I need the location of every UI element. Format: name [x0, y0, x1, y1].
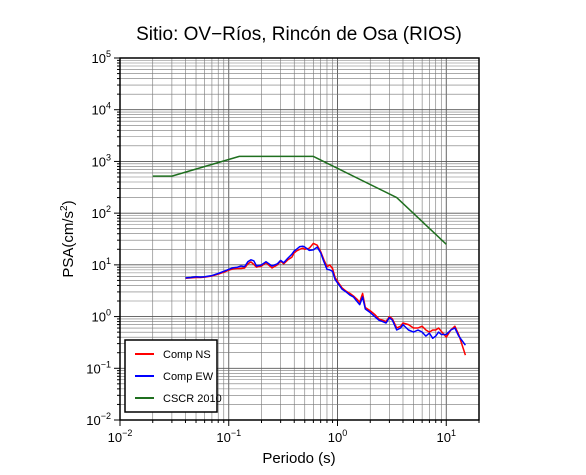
series-layer [152, 155, 467, 356]
x-tick-label: 100 [328, 428, 347, 445]
x-axis-label: Periodo (s) [262, 450, 335, 467]
legend-label-comp-ew: Comp EW [163, 371, 214, 383]
axis-ticks: 10−2 10−1 100 101 10−2 10−1 100 101 102 103 104 105 [86, 49, 480, 445]
series-line-comp-ns [185, 242, 467, 356]
series-line-comp-ew [185, 245, 467, 346]
x-tick-label: 101 [437, 428, 456, 445]
y-axis-label: PSA(cm/s2) [59, 200, 77, 277]
y-tick-label: 102 [92, 204, 111, 221]
legend: Comp NS Comp EW CSCR 2010 [124, 339, 222, 413]
series-line-cscr-2010 [152, 155, 447, 245]
y-tick-label: 100 [92, 308, 111, 325]
y-tick-label: 101 [92, 256, 111, 273]
legend-label-cscr-2010: CSCR 2010 [163, 393, 222, 405]
chart-title: Sitio: OV−Ríos, Rincón de Osa (RIOS) [136, 24, 462, 45]
y-tick-label: 104 [92, 101, 111, 118]
legend-label-comp-ns: Comp NS [163, 349, 211, 361]
plot-frame [119, 57, 480, 421]
x-tick-label: 10−2 [108, 428, 133, 445]
y-tick-label: 103 [92, 152, 111, 169]
y-tick-label: 10−1 [86, 359, 111, 376]
y-tick-label: 105 [92, 49, 111, 66]
plot-grid [119, 57, 480, 421]
y-tick-label: 10−2 [86, 411, 111, 428]
x-tick-label: 10−1 [216, 428, 241, 445]
